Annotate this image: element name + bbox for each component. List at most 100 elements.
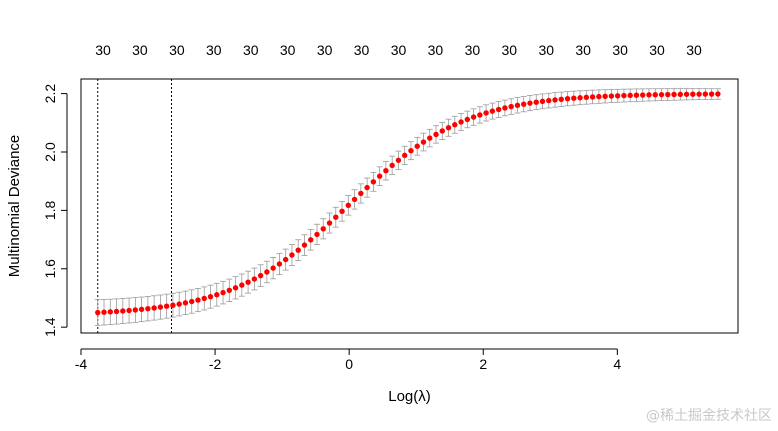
data-point: [376, 173, 383, 179]
data-point: [608, 93, 615, 99]
top-axis-label: 30: [538, 42, 554, 58]
data-point: [333, 214, 339, 220]
data-point: [226, 287, 233, 294]
data-point: [282, 256, 289, 263]
data-point: [464, 116, 471, 123]
y-tick-label: 2.2: [42, 84, 58, 104]
top-axis-label: 30: [465, 42, 481, 58]
data-point: [614, 93, 621, 99]
data-point: [232, 285, 239, 291]
top-axis-label: 30: [391, 42, 407, 58]
x-tick-label: 0: [345, 356, 353, 372]
top-axis-label: 30: [354, 42, 370, 58]
data-point: [264, 269, 270, 275]
data-point: [452, 122, 458, 128]
data-point: [370, 179, 377, 185]
top-axis-label: 30: [280, 42, 296, 58]
data-point: [477, 112, 483, 118]
data-point: [295, 247, 301, 253]
data-point: [345, 202, 352, 209]
data-point: [189, 298, 195, 305]
data-point: [445, 125, 452, 131]
x-tick-label: 2: [479, 356, 487, 372]
data-point: [257, 272, 264, 279]
top-axis-label: 30: [169, 42, 185, 58]
plot-frame: [80, 78, 739, 334]
data-point: [351, 196, 358, 203]
data-point: [552, 97, 558, 103]
data-point: [495, 106, 502, 113]
data-point: [683, 91, 690, 97]
data-point: [132, 307, 139, 313]
data-point: [483, 110, 489, 116]
data-point: [207, 293, 214, 300]
data-point: [95, 309, 101, 316]
data-point: [658, 91, 665, 98]
data-point: [564, 96, 571, 102]
data-point: [276, 261, 283, 267]
top-axis-label: 30: [649, 42, 665, 58]
x-axis-title: Log(λ): [388, 388, 431, 405]
data-point: [652, 92, 658, 98]
data-point: [546, 97, 552, 104]
data-point: [439, 128, 445, 134]
data-point: [163, 303, 170, 309]
y-axis-title: Multinomial Deviance: [6, 135, 23, 278]
data-point: [251, 276, 258, 282]
data-point: [640, 92, 646, 98]
data-point: [577, 95, 583, 101]
data-point: [539, 98, 546, 105]
data-point: [195, 297, 201, 303]
data-point: [514, 102, 521, 109]
top-axis-label: 30: [95, 42, 111, 58]
data-point: [113, 308, 120, 315]
data-point: [414, 143, 420, 149]
data-point: [339, 208, 345, 214]
data-point: [458, 119, 464, 125]
top-axis-label: 30: [686, 42, 702, 58]
data-point: [383, 167, 389, 174]
data-point: [270, 265, 276, 271]
data-point: [220, 289, 226, 296]
data-point: [126, 307, 132, 314]
data-point: [677, 91, 684, 98]
top-axis-label: 30: [243, 42, 259, 58]
data-point: [427, 135, 433, 141]
x-tick-label: -4: [75, 356, 88, 372]
data-point: [301, 242, 308, 248]
data-point: [145, 305, 151, 312]
data-point: [558, 96, 564, 102]
data-point: [521, 101, 527, 107]
data-point: [320, 226, 326, 232]
x-tick-label: 4: [613, 356, 621, 372]
data-point: [583, 94, 590, 101]
data-point: [696, 91, 702, 97]
data-point: [508, 103, 514, 110]
data-point: [214, 292, 220, 298]
data-point: [151, 305, 157, 311]
data-point: [621, 92, 627, 99]
data-point: [433, 131, 439, 138]
top-axis-label: 30: [132, 42, 148, 58]
data-point: [627, 92, 633, 99]
data-point: [138, 306, 145, 313]
y-tick-label: 2.0: [42, 142, 58, 162]
data-point: [326, 220, 333, 226]
data-point: [120, 308, 126, 314]
x-tick-label: -2: [209, 356, 222, 372]
y-tick-label: 1.6: [42, 259, 58, 279]
top-axis-label: 30: [317, 42, 333, 58]
data-point: [170, 302, 176, 308]
data-point: [702, 91, 709, 97]
y-tick-label: 1.8: [42, 200, 58, 220]
data-point: [308, 237, 314, 243]
data-point: [596, 93, 602, 100]
data-point: [715, 91, 721, 97]
data-point: [289, 252, 295, 258]
y-tick-label: 1.4: [42, 317, 58, 337]
data-point: [314, 231, 320, 238]
top-axis-label: 30: [502, 42, 518, 58]
data-point: [690, 91, 696, 97]
watermark-text: @稀土掘金技术社区: [646, 408, 772, 424]
